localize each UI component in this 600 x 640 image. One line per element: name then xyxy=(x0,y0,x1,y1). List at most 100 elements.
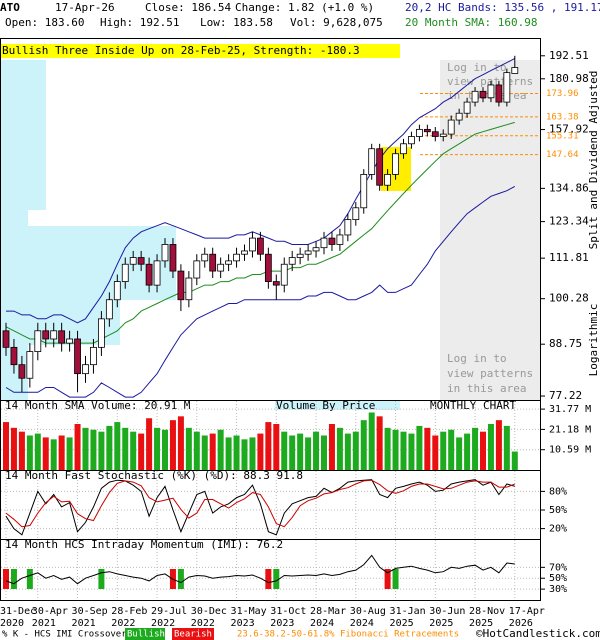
volume-bar xyxy=(265,422,272,470)
x-tick-label: 30-Jun 2025 xyxy=(429,606,466,629)
volume-bar xyxy=(511,451,518,470)
low: Low: 183.58 xyxy=(200,16,273,29)
candle-body xyxy=(249,237,256,252)
x-tick-label: 28-Nov 2025 xyxy=(469,606,506,629)
candle-body xyxy=(201,253,209,262)
volume: Vol: 9,628,075 xyxy=(290,16,383,29)
x-tick-label: 17-Apr 2026 xyxy=(508,606,545,629)
volume-bar xyxy=(281,431,288,470)
y-tick-label: 21.18 M xyxy=(549,424,591,435)
candle-body xyxy=(336,234,344,245)
x-tick-label: 31-Oct 2023 xyxy=(270,606,307,629)
fib-label: 163.38 xyxy=(546,112,579,122)
candle-body xyxy=(471,90,479,103)
candle-body xyxy=(503,72,511,103)
candle-body xyxy=(145,263,153,286)
legend-label: Bearish xyxy=(174,630,212,640)
volume-bar xyxy=(177,416,184,470)
y-tick-label: 77.22 xyxy=(549,389,582,402)
volume-bar xyxy=(241,439,248,470)
x-tick-label: 28-Feb 2022 xyxy=(111,606,148,629)
volume-bar xyxy=(416,425,423,470)
y-tick-label: 50% xyxy=(549,573,567,584)
y-tick-label: 100.28 xyxy=(549,292,589,305)
volume-bar xyxy=(344,433,351,470)
x-tick-label: 31-Jan 2025 xyxy=(389,606,426,629)
volume-bar xyxy=(424,427,431,470)
y-tick-label: 10.59 M xyxy=(549,445,591,456)
candle-body xyxy=(392,153,399,175)
volume-bar xyxy=(408,433,415,470)
candle-body xyxy=(344,219,352,236)
x-tick-label: 30-Apr 2021 xyxy=(31,606,68,629)
volume-bar xyxy=(10,427,17,470)
y-tick-label: 123.34 xyxy=(549,215,589,228)
y-tick-label: 180.98 xyxy=(549,72,589,85)
x-tick-label: 30-Aug 2024 xyxy=(349,606,386,629)
volume-bar xyxy=(66,437,73,470)
candle-body xyxy=(495,84,503,103)
volume-bar xyxy=(42,437,49,470)
candle-body xyxy=(137,257,145,265)
candle-body xyxy=(34,330,42,353)
fib-label: 155.31 xyxy=(546,131,579,141)
candle-body xyxy=(185,277,193,301)
change: Change: 1.82 (+1.0 %) xyxy=(235,1,374,14)
volume-bar xyxy=(305,437,312,470)
x-tick-label: 31-May 2023 xyxy=(230,606,267,629)
axis-label: Logarithmic xyxy=(587,304,600,377)
candle-body xyxy=(50,330,58,340)
candle-body xyxy=(320,237,328,249)
volume-bar xyxy=(448,429,455,470)
candle-body xyxy=(304,250,312,255)
candle-body xyxy=(455,112,463,121)
y-tick-label: 30% xyxy=(549,584,567,595)
volume-bar xyxy=(185,427,192,470)
candle-body xyxy=(280,263,288,286)
candle-body xyxy=(177,270,185,301)
candle-body xyxy=(463,101,471,114)
y-tick-label: 50% xyxy=(549,505,567,516)
series-line xyxy=(5,185,516,398)
candle-body xyxy=(400,143,407,155)
footer-text: 23.6-38.2-50-61.8% Fibonacci Retracement… xyxy=(237,630,459,640)
candle-body xyxy=(241,250,248,255)
volume-bar xyxy=(146,418,153,470)
y-tick-label: 80% xyxy=(549,486,567,497)
candle-body xyxy=(209,253,217,272)
candle-body xyxy=(447,119,455,135)
high: High: 192.51 xyxy=(100,16,179,29)
series-line xyxy=(5,121,515,344)
volume-bar xyxy=(122,427,129,470)
volume-bar xyxy=(464,433,471,470)
bullish-crossover xyxy=(10,569,17,589)
volume-bar xyxy=(18,431,25,470)
login-line: view patterns xyxy=(447,367,533,380)
candle-body xyxy=(376,148,384,186)
login-line: in this area xyxy=(447,382,526,395)
date: 17-Apr-26 xyxy=(55,1,115,14)
legend-swatch xyxy=(125,628,165,640)
volume-bar xyxy=(321,435,327,470)
y-tick-label: 70% xyxy=(549,562,567,573)
volume-bar xyxy=(289,435,296,470)
candle-body xyxy=(431,131,439,137)
volume-bar xyxy=(201,435,208,470)
candle-body xyxy=(368,148,376,175)
candle-body xyxy=(58,330,66,344)
volume-bar xyxy=(98,431,105,470)
pattern-text: Bullish Three Inside Up on 28-Feb-25, St… xyxy=(2,44,360,57)
candle-body xyxy=(90,346,97,366)
volume-bar xyxy=(257,433,264,470)
volume-bar xyxy=(456,437,463,470)
bands: 20,2 HC Bands: 135.56 , 191.17 xyxy=(405,1,600,14)
fib-label: 173.96 xyxy=(546,89,579,99)
candle-body xyxy=(423,128,431,133)
volume-bar xyxy=(432,435,439,470)
bearish-crossover xyxy=(3,569,9,589)
y-tick-label: 134.86 xyxy=(549,181,589,194)
footer-text: % K - HCS IMI Crossover, xyxy=(2,630,132,640)
locked-area xyxy=(440,60,540,400)
candle-body xyxy=(288,257,296,265)
volume-bar xyxy=(328,424,335,470)
